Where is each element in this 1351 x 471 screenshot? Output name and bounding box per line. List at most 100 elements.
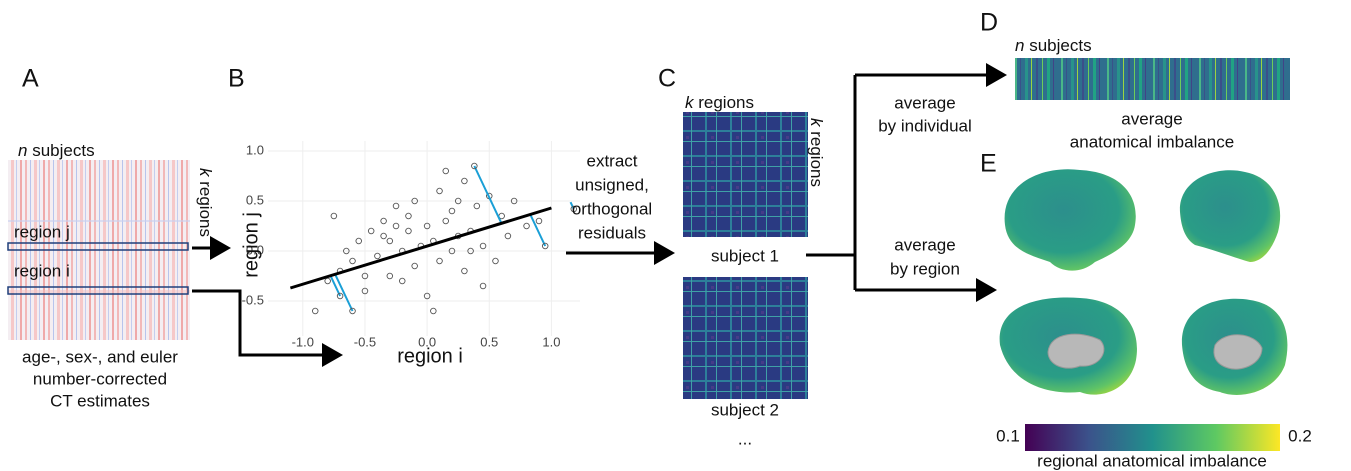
panel-letter: C [658,65,676,93]
colorbar-tick: 0.2 [1288,426,1312,445]
x-tick-label: 0.5 [480,334,498,349]
point [311,307,319,315]
point [461,177,468,185]
x-tick-label: -1.0 [292,334,314,349]
residual [329,275,341,297]
panel-letter: D [980,9,998,37]
caption: number-corrected [33,369,167,388]
point [467,247,474,255]
panel-letter: B [228,65,245,93]
brain-medial [999,297,1288,395]
colorbar [1025,424,1280,451]
x-tick-label: 1.0 [542,334,560,349]
colorbar-label: regional anatomical imbalance [1037,451,1267,470]
residual [569,201,575,210]
point [392,222,400,230]
label: region j [14,222,70,241]
point [479,242,487,250]
y-tick-label: 0.5 [246,192,264,207]
axis-label: region j [240,212,262,278]
point [523,222,530,230]
residual [334,273,354,312]
point [504,232,512,240]
point [398,277,406,285]
point [349,257,356,265]
label: by region [890,259,960,278]
caption: age-, sex-, and euler [22,347,178,366]
label: subject 2 [711,400,779,419]
strip [1015,58,1290,100]
point [374,252,381,260]
point [330,212,338,220]
point [541,242,549,250]
point [442,167,450,175]
point [570,205,578,213]
caption: anatomical imbalance [1070,132,1234,151]
label: subject 1 [711,246,779,265]
row-box [7,286,189,295]
caption: average [1121,109,1182,128]
point [367,227,375,235]
point [405,227,412,235]
point [392,202,400,210]
matrix [683,277,808,399]
point [423,222,431,230]
connector [806,75,857,290]
point [380,232,387,240]
point [461,267,468,275]
label: region i [14,261,70,280]
point [355,237,362,245]
point [471,162,478,170]
label: k regions [807,118,826,187]
point [454,197,462,205]
point [436,257,443,265]
point [405,212,412,220]
axis-label: region i [397,345,463,367]
arrow [192,289,343,367]
fit-line [289,206,552,290]
point [411,197,418,205]
label: by individual [878,116,972,135]
point [430,307,437,315]
label: k regions [196,168,215,237]
y-tick-label: -0.5 [242,292,264,307]
label: residuals [578,223,646,242]
point [336,292,344,300]
label: extract [586,151,637,170]
y-tick-label: 0.0 [246,242,264,257]
caption: CT estimates [50,391,150,410]
scatter-plot: -1.0 -0.5 0.0 0.5 1.0 -0.5 0.0 0.5 1.0 [242,141,580,349]
point [324,277,331,285]
point [442,217,450,225]
row-box [7,242,189,251]
point [361,272,369,280]
point [436,187,443,195]
residual [473,165,503,224]
point [448,207,456,215]
label: average [894,93,955,112]
point [510,197,518,205]
label: ... [738,429,752,448]
point [386,237,394,245]
point [535,217,543,225]
brain-lateral [1004,169,1281,271]
x-tick-label: -0.5 [354,334,376,349]
residual [529,214,547,247]
label: average [894,235,955,254]
label: orthogonal [572,199,652,218]
point [386,272,394,280]
label: unsigned, [575,175,649,194]
label: n subjects [18,141,95,160]
label: n subjects [1015,36,1092,55]
point [492,257,499,265]
point [380,217,387,225]
panel-letter: A [22,65,39,93]
y-tick-label: 1.0 [246,142,264,157]
point [479,282,487,290]
x-tick-label: 0.0 [418,334,436,349]
point [423,292,431,300]
point [411,262,418,270]
point [361,287,369,295]
point [349,307,356,315]
